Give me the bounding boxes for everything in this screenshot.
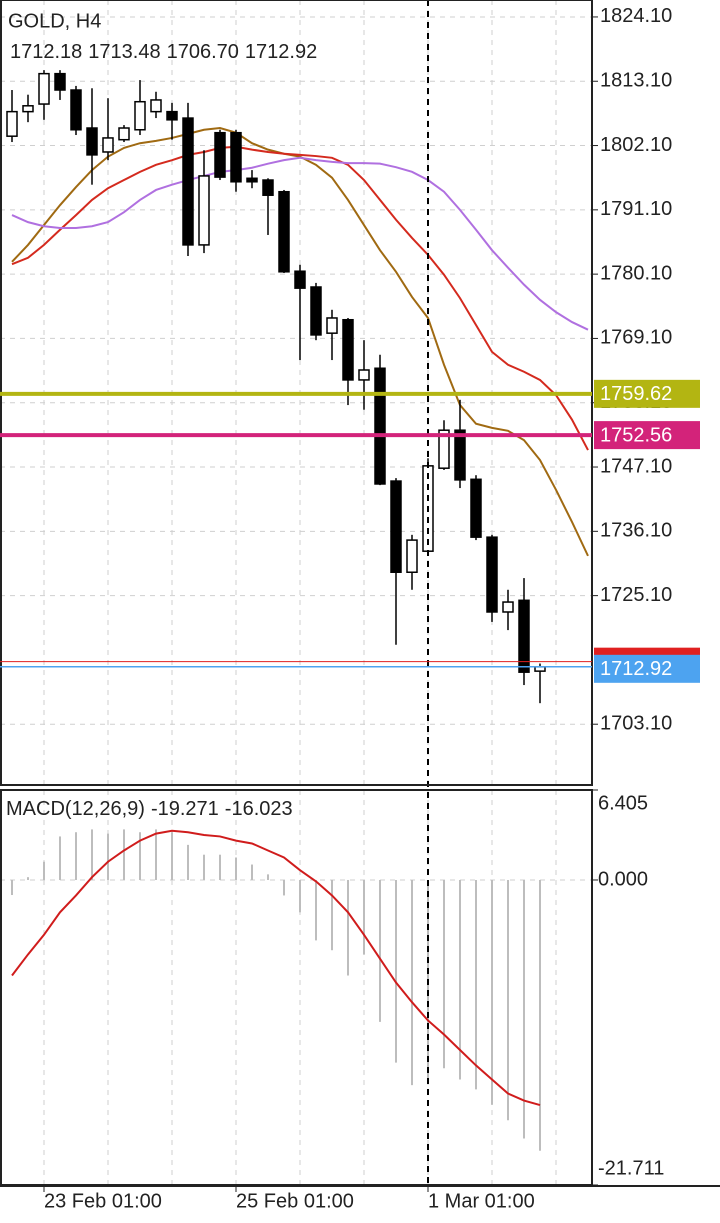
ohlc-low: 1706.70: [167, 41, 239, 63]
y-tick-label: 1791.10: [600, 198, 672, 220]
symbol-label: GOLD, H4: [8, 10, 101, 32]
macd-title: MACD(12,26,9) -19.271 -16.023: [6, 798, 293, 820]
candle-body: [150, 99, 162, 113]
x-tick-label: 23 Feb 01:00: [44, 1190, 162, 1212]
bid-label: 1712.92: [600, 658, 672, 680]
y-tick-label: 1736.10: [600, 520, 672, 542]
ohlc-close: 1712.92: [245, 41, 317, 63]
candle-body: [230, 131, 242, 183]
candle-body: [454, 429, 466, 481]
candle-body: [86, 127, 98, 156]
y-tick-label: 6.405: [598, 792, 648, 814]
candle-body: [246, 177, 258, 183]
y-tick-label: 1813.10: [600, 70, 672, 92]
candle-body: [310, 286, 322, 336]
y-tick-label: 1747.10: [600, 455, 672, 477]
plot-layer: 1824.10 1813.10 1802.10 1791.10 1780.10 1769.…: [0, 0, 672, 1212]
y-tick-label: 1780.10: [600, 262, 672, 284]
ohlc-high: 1713.48: [88, 41, 160, 63]
candle-body: [102, 137, 114, 153]
y-tick-label: -21.711: [598, 1157, 664, 1179]
candle-body: [198, 175, 210, 246]
signal-value: -16.023: [225, 798, 293, 820]
candle-body: [486, 536, 498, 613]
candle-body: [342, 318, 354, 381]
price-level-label: 1752.56: [600, 424, 672, 446]
candle-body: [54, 72, 66, 91]
bid-tag: [594, 654, 700, 683]
ohlc-open: 1712.18: [10, 41, 82, 63]
candle-body: [502, 601, 514, 613]
y-tick-label: 1824.10: [600, 5, 672, 27]
x-tick-label: 25 Feb 01:00: [236, 1190, 354, 1212]
signal-line: [11, 829, 541, 1107]
candle-body: [262, 179, 274, 196]
price-level-tag: [594, 421, 700, 450]
candle-body: [22, 105, 34, 113]
y-tick-label: 1802.10: [600, 134, 672, 156]
moving-average: [11, 156, 589, 331]
price-level-label: 1759.62: [600, 383, 672, 405]
candle-body: [214, 131, 226, 178]
candle-body: [166, 110, 178, 121]
candle-body: [182, 117, 194, 246]
macd-name: MACD(12,26,9): [6, 798, 145, 820]
y-tick-label: 1725.10: [600, 584, 672, 606]
candle-body: [326, 317, 338, 334]
candle-body: [470, 478, 482, 538]
y-tick-label: 1769.10: [600, 327, 672, 349]
candle-body: [294, 270, 306, 289]
candle-body: [6, 110, 18, 137]
price-level-tag: [594, 379, 700, 408]
candle-body: [134, 100, 146, 131]
candle-body: [518, 599, 530, 673]
candle-body: [406, 539, 418, 573]
y-tick-label: 1703.10: [600, 712, 672, 734]
candle-body: [438, 429, 450, 469]
candle-body: [390, 480, 402, 573]
candle-body: [38, 72, 50, 105]
y-tick-label: 0.000: [598, 868, 648, 890]
candle-body: [374, 367, 386, 485]
ohlc-readout: 1712.18 1713.48 1706.70 1712.92: [10, 41, 317, 63]
macd-value: -19.271: [151, 798, 219, 820]
candle-body: [118, 127, 130, 141]
candle-body: [278, 190, 290, 273]
candle-body: [70, 89, 82, 131]
overlay-layer: 1759.62 1752.56 1712.92: [0, 379, 700, 683]
moving-average: [11, 145, 589, 451]
candle-body: [358, 369, 370, 381]
x-tick-label: 1 Mar 01:00: [428, 1190, 535, 1212]
